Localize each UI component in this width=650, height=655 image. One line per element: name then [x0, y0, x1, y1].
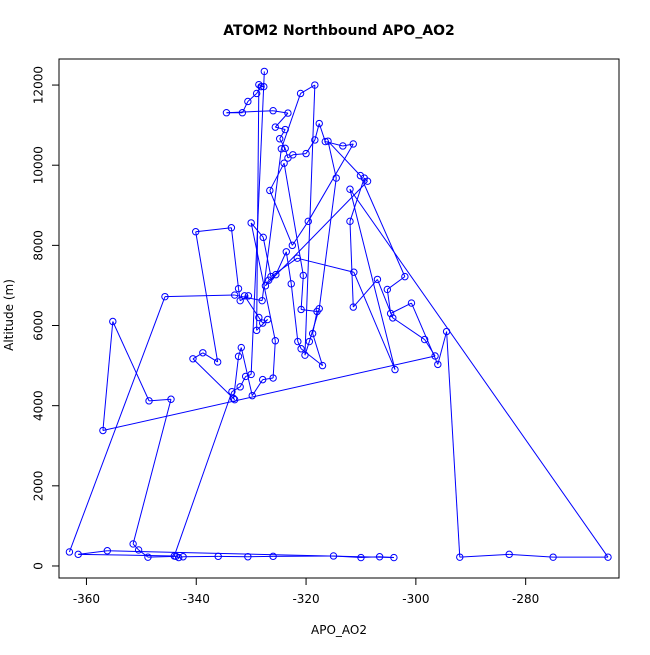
y-tick-label: 10000: [32, 146, 46, 184]
y-tick-label: 4000: [32, 390, 46, 421]
y-tick-label: 12000: [32, 66, 46, 104]
chart-title: ATOM2 Northbound APO_AO2: [223, 23, 455, 39]
x-tick-label: -320: [292, 592, 319, 606]
x-tick-label: -280: [512, 592, 539, 606]
x-tick-label: -340: [183, 592, 210, 606]
y-axis-label: Altitude (m): [2, 279, 16, 351]
y-tick-label: 2000: [32, 471, 46, 502]
x-tick-label: -360: [73, 592, 100, 606]
x-tick-label: -300: [402, 592, 429, 606]
x-axis-label: APO_AO2: [311, 623, 367, 637]
y-tick-label: 8000: [32, 230, 46, 261]
y-tick-label: 0: [32, 562, 46, 570]
y-tick-label: 6000: [32, 310, 46, 341]
